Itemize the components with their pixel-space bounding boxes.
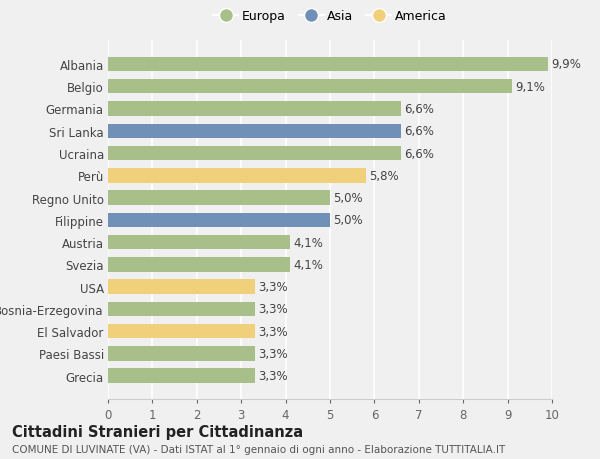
Text: 5,0%: 5,0% <box>334 214 363 227</box>
Bar <box>108 324 254 339</box>
Text: 6,6%: 6,6% <box>404 147 434 160</box>
Text: 5,8%: 5,8% <box>369 169 398 182</box>
Text: COMUNE DI LUVINATE (VA) - Dati ISTAT al 1° gennaio di ogni anno - Elaborazione T: COMUNE DI LUVINATE (VA) - Dati ISTAT al … <box>12 444 505 454</box>
Text: 6,6%: 6,6% <box>404 125 434 138</box>
Text: 3,3%: 3,3% <box>258 347 287 360</box>
Text: Cittadini Stranieri per Cittadinanza: Cittadini Stranieri per Cittadinanza <box>12 425 303 440</box>
Bar <box>108 302 254 316</box>
Legend: Europa, Asia, America: Europa, Asia, America <box>208 5 452 28</box>
Text: 3,3%: 3,3% <box>258 302 287 316</box>
Text: 4,1%: 4,1% <box>293 258 323 271</box>
Text: 3,3%: 3,3% <box>258 325 287 338</box>
Text: 4,1%: 4,1% <box>293 236 323 249</box>
Bar <box>108 191 330 205</box>
Text: 3,3%: 3,3% <box>258 280 287 293</box>
Text: 9,1%: 9,1% <box>515 80 545 94</box>
Bar <box>108 280 254 294</box>
Text: 3,3%: 3,3% <box>258 369 287 382</box>
Bar <box>108 213 330 228</box>
Text: 9,9%: 9,9% <box>551 58 581 71</box>
Bar <box>108 347 254 361</box>
Bar <box>108 235 290 250</box>
Bar <box>108 146 401 161</box>
Bar <box>108 257 290 272</box>
Bar <box>108 102 401 117</box>
Bar <box>108 57 548 72</box>
Text: 5,0%: 5,0% <box>334 191 363 205</box>
Bar <box>108 80 512 94</box>
Bar <box>108 124 401 139</box>
Bar <box>108 369 254 383</box>
Text: 6,6%: 6,6% <box>404 103 434 116</box>
Bar <box>108 168 365 183</box>
